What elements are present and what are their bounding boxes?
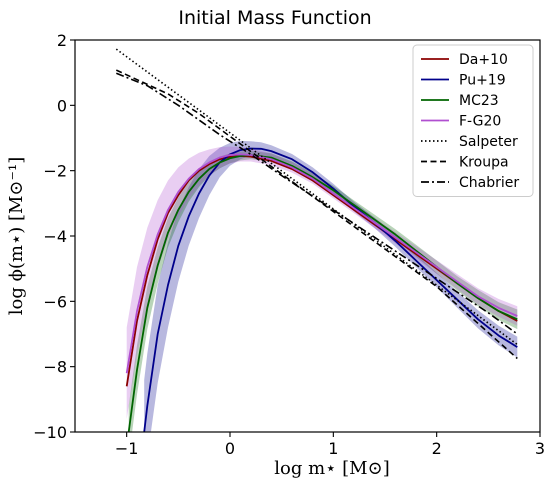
y-tick-label: −8 xyxy=(43,358,67,377)
x-tick-label: 0 xyxy=(225,439,235,458)
y-tick-label: 2 xyxy=(57,31,67,50)
legend-entry: F-G20 xyxy=(421,114,501,130)
legend-entry: MC23 xyxy=(421,93,499,109)
series-line-salpeter xyxy=(115,48,518,346)
series-line-chabrier xyxy=(116,72,518,335)
y-tick-label: −4 xyxy=(43,227,67,246)
legend-entry: Pu+19 xyxy=(421,73,506,89)
plot-area xyxy=(115,48,518,432)
y-axis-title: log ϕ(m⋆) [M⊙⁻¹] xyxy=(6,157,27,315)
x-tick-label: −1 xyxy=(115,439,139,458)
legend-frame xyxy=(412,44,534,197)
legend-label: Kroupa xyxy=(459,155,509,171)
legend-label: Salpeter xyxy=(459,134,518,150)
legend-label: Pu+19 xyxy=(459,73,506,89)
y-tick-label: −2 xyxy=(43,162,67,181)
legend-label: MC23 xyxy=(459,93,499,109)
legend-label: Da+10 xyxy=(459,52,508,68)
series-line-f-g20 xyxy=(125,153,518,374)
legend-entry: Chabrier xyxy=(421,175,519,191)
x-tick-label: 2 xyxy=(432,439,442,458)
legend-entry: Salpeter xyxy=(421,134,518,150)
legend: Da+10 Pu+19 MC23 F-G20 Salpeter Kroupa Chabrie… xyxy=(412,44,534,197)
series-line-da-10 xyxy=(125,155,518,387)
plot-frame xyxy=(74,39,541,433)
y-tick-label: 0 xyxy=(57,96,67,115)
legend-label: Chabrier xyxy=(459,175,519,191)
y-tick-label: −10 xyxy=(33,423,67,442)
y-axis: −10 −8 −6 −4 −2 0 2 xyxy=(33,31,75,442)
x-axis: −1 0 1 2 3 xyxy=(115,432,545,458)
x-tick-label: 3 xyxy=(535,439,545,458)
y-tick-label: −6 xyxy=(43,292,67,311)
legend-entry: Da+10 xyxy=(421,52,508,68)
x-tick-label: 1 xyxy=(328,439,338,458)
legend-label: F-G20 xyxy=(459,114,501,130)
series-line-pu-19 xyxy=(143,147,518,432)
chart-title: Initial Mass Function xyxy=(178,7,371,29)
x-axis-title: log m⋆ [M⊙] xyxy=(274,458,389,479)
legend-entry: Kroupa xyxy=(421,155,509,171)
